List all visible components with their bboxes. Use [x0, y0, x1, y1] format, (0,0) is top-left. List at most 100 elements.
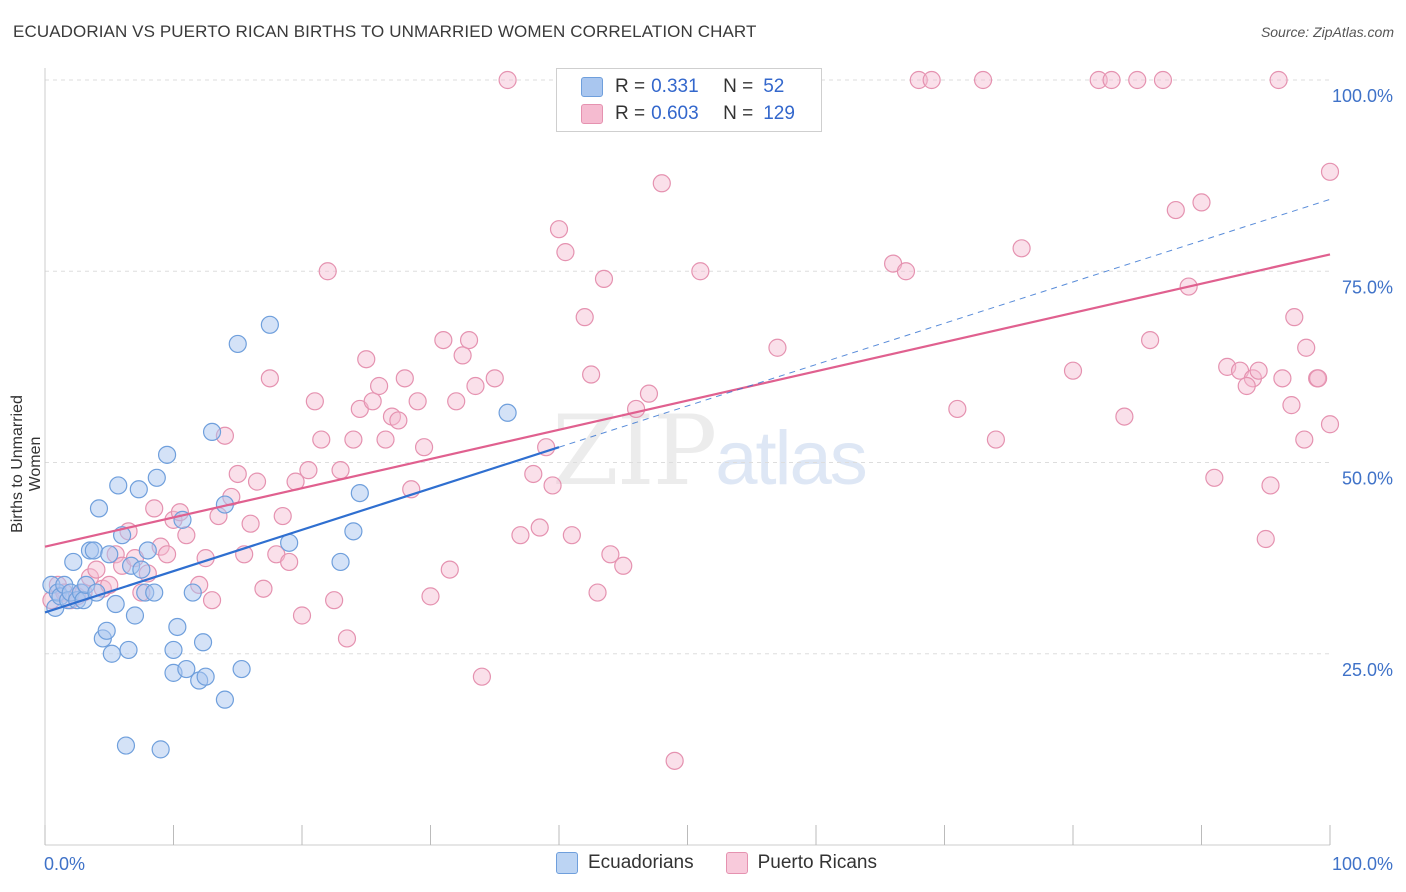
ecuadorians-point [106, 594, 125, 614]
puerto-ricans-point [459, 331, 479, 350]
puerto-ricans-point [485, 369, 504, 388]
puerto-ricans-point [1269, 70, 1288, 90]
ecuadorians-point [232, 659, 251, 679]
puerto-ricans-point [260, 369, 279, 388]
legend-n-label: N = [723, 103, 754, 124]
puerto-ricans-point [331, 461, 350, 480]
y-tick-label: 100.0% [1332, 86, 1393, 106]
ecuadorians-point [100, 545, 119, 564]
blue-swatch [556, 852, 578, 874]
puerto-ricans-point [1320, 415, 1340, 434]
puerto-ricans-point [543, 476, 562, 495]
puerto-ricans-point [395, 369, 414, 388]
ecuadorians-point [129, 480, 148, 499]
trend-lines [44, 198, 1331, 614]
puerto-ricans-point [537, 438, 556, 457]
puerto-ricans-point [1261, 476, 1280, 495]
puerto-ricans-point [247, 472, 267, 491]
puerto-ricans-point [973, 70, 993, 90]
puerto-ricans-point [472, 667, 491, 686]
watermark-atlas: atlas [715, 416, 868, 501]
puerto-ricans-point [145, 499, 164, 518]
puerto-ricans-point [1320, 162, 1340, 181]
puerto-ricans-point [556, 243, 575, 262]
puerto-ricans-point [1128, 70, 1147, 90]
puerto-ricans-point [1063, 361, 1083, 380]
puerto-ricans-point [292, 606, 312, 625]
puerto-ricans-point [1256, 529, 1275, 549]
puerto-ricans-point [466, 376, 485, 396]
puerto-ricans-point [434, 331, 453, 350]
ecuadorians-point [64, 552, 83, 572]
ecuadorians-point [125, 606, 145, 625]
puerto-ricans-point [1295, 430, 1314, 449]
ecuadorians-point [89, 499, 109, 518]
legend-n-value: 52 [763, 76, 785, 97]
puerto-ricans-point [948, 399, 967, 419]
y-tick-label: 50.0% [1342, 469, 1393, 489]
stats-legend: R = 0.331 N = 52 R = 0.603 N = 129 [556, 68, 822, 132]
ecuadorians-point [116, 736, 136, 755]
puerto-ricans-point [594, 269, 614, 288]
legend-label-puerto-ricans: Puerto Ricans [757, 852, 877, 873]
puerto-ricans-point [447, 392, 466, 411]
ecuadorians-point [132, 560, 151, 579]
ecuadorians-point [260, 315, 279, 334]
puerto-ricans-point [549, 220, 569, 239]
ecuadorians-point [84, 541, 103, 560]
puerto-ricans-point [575, 308, 594, 327]
puerto-ricans-point [652, 174, 671, 193]
puerto-ricans-point [376, 430, 395, 449]
legend-n-label: N = [723, 76, 754, 97]
puerto-ricans-point [1297, 338, 1316, 357]
puerto-ricans-point [440, 560, 459, 579]
puerto-ricans-point [530, 518, 549, 537]
puerto-ricans-point [614, 556, 633, 575]
puerto-ricans-point [273, 506, 292, 526]
puerto-ricans-point [305, 392, 324, 411]
puerto-ricans-point [228, 464, 247, 484]
puerto-ricans-point [177, 526, 196, 545]
puerto-ricans-point [453, 346, 472, 365]
ecuadorians-point [344, 522, 363, 541]
pink-swatch [725, 852, 748, 874]
puerto-ricans-point [414, 438, 434, 457]
puerto-ricans-point [922, 70, 941, 90]
ecuadorians-point [109, 476, 128, 495]
ecuadorians-point [157, 445, 177, 464]
puerto-ricans-point [1102, 70, 1121, 90]
legend-item-ecuadorians: Ecuadorians [556, 852, 694, 874]
puerto-ricans-point [389, 411, 408, 430]
ecuadorians-point [177, 659, 196, 679]
puerto-ricans-point [511, 526, 530, 545]
puerto-ricans-point [357, 350, 376, 369]
x-tick-label: 0.0% [44, 854, 85, 874]
legend-r-label: R = [615, 103, 646, 124]
puerto-ricans-point [1205, 468, 1224, 487]
puerto-ricans-point [299, 461, 318, 480]
series-legend: Ecuadorians Puerto Ricans [556, 852, 909, 874]
ecuadorians-point [196, 667, 215, 686]
legend-row-ecuadorians: R = 0.331 N = 52 [581, 75, 784, 99]
legend-label-ecuadorians: Ecuadorians [588, 852, 694, 873]
chart-title: ECUADORIAN VS PUERTO RICAN BIRTHS TO UNM… [13, 22, 757, 41]
pink-swatch [581, 104, 603, 124]
ecuadorians-point [145, 583, 164, 602]
puerto-ricans-point [408, 392, 427, 411]
ecuadorians-trend-line [44, 446, 560, 614]
x-tick-label: 100.0% [1332, 854, 1393, 874]
puerto-ricans-point [768, 338, 787, 357]
puerto-ricans-point [1273, 369, 1292, 388]
y-tick-label: 25.0% [1342, 660, 1393, 680]
puerto-ricans-point [582, 365, 601, 384]
puerto-ricans-point [601, 545, 620, 564]
ecuadorians-point [102, 644, 121, 663]
ecuadorians-point [193, 633, 213, 652]
puerto-ricans-point [1309, 369, 1328, 388]
ecuadorians-point [228, 334, 247, 354]
ecuadorians-point [151, 740, 170, 759]
ecuadorians-point [97, 621, 116, 640]
ecuadorians-point [164, 640, 183, 660]
ecuadorians-point [147, 468, 166, 487]
puerto-ricans-point [1115, 407, 1134, 426]
